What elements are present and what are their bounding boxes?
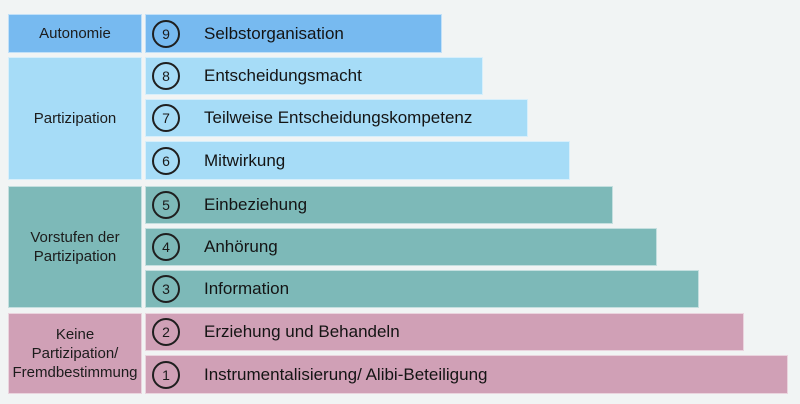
step-number: 4	[162, 239, 170, 255]
bar-row-step-6: 6 Mitwirkung	[145, 141, 570, 180]
section-label: Vorstufen der Partizipation	[30, 229, 120, 265]
bar-row-step-2: 2 Erziehung und Behandeln	[145, 313, 744, 351]
step-label: Anhörung	[204, 237, 278, 256]
step-number: 2	[162, 324, 170, 340]
step-number: 3	[162, 281, 170, 297]
step-number-circle: 4	[152, 233, 180, 261]
step-label: Einbeziehung	[204, 195, 308, 214]
step-number-circle: 9	[152, 19, 180, 48]
bar-row-step-5: 5 Einbeziehung	[145, 186, 613, 224]
bar-row-step-3: 3 Information	[145, 270, 699, 308]
step-label: Erziehung und Behandeln	[204, 322, 400, 341]
step-label: Mitwirkung	[204, 150, 286, 170]
step-number-circle: 5	[152, 191, 180, 219]
section-box-autonomie: Autonomie	[8, 14, 142, 53]
step-number: 8	[162, 68, 170, 84]
bar-row-step-9: 9 Selbstorganisation	[145, 14, 442, 53]
step-label: Selbstorganisation	[204, 23, 344, 43]
step-number-circle: 2	[152, 318, 180, 346]
step-number-circle: 8	[152, 62, 180, 90]
bar-row-step-1: 1 Instrumentalisierung/ Alibi-Beteiligun…	[145, 355, 788, 394]
section-box-keine-partizipation: Keine Partizipation/ Fremdbestimmung	[8, 313, 142, 394]
step-label: Instrumentalisierung/ Alibi-Beteiligung	[204, 364, 488, 384]
step-number-circle: 6	[152, 146, 180, 175]
step-number-circle: 7	[152, 104, 180, 132]
step-label: Entscheidungsmacht	[204, 66, 362, 85]
step-label: Teilweise Entscheidungskompetenz	[204, 108, 473, 127]
bar-row-step-7: 7 Teilweise Entscheidungskompetenz	[145, 99, 528, 137]
step-label: Information	[204, 279, 290, 298]
step-number: 5	[162, 197, 170, 213]
section-label: Partizipation	[33, 110, 117, 127]
section-label: Autonomie	[39, 25, 111, 42]
step-number: 9	[162, 25, 170, 42]
step-number: 1	[162, 366, 170, 383]
bar-row-step-4: 4 Anhörung	[145, 228, 657, 266]
step-number-circle: 3	[152, 275, 180, 303]
step-number-circle: 1	[152, 360, 180, 389]
section-label: Keine Partizipation/ Fremdbestimmung	[12, 326, 138, 381]
bar-row-step-8: 8 Entscheidungsmacht	[145, 57, 483, 95]
section-box-vorstufen: Vorstufen der Partizipation	[8, 186, 142, 308]
section-box-partizipation: Partizipation	[8, 57, 142, 180]
step-number: 7	[162, 110, 170, 126]
step-number: 6	[162, 152, 170, 169]
